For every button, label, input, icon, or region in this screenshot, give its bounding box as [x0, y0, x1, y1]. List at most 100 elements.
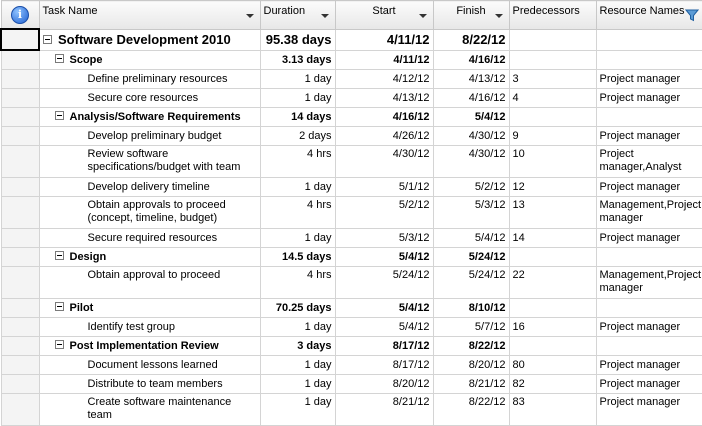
task-name-cell[interactable]: Secure required resources	[38, 227, 261, 248]
finish-cell[interactable]: 5/3/12	[432, 195, 510, 229]
chevron-down-icon[interactable]	[494, 14, 503, 18]
duration-cell[interactable]: 14.5 days	[259, 246, 336, 267]
collapse-toggle-icon[interactable]	[54, 302, 64, 312]
predecessors-cell[interactable]	[508, 106, 597, 127]
collapse-toggle-icon[interactable]	[43, 35, 52, 45]
filter-funnel-icon[interactable]	[684, 8, 699, 22]
start-cell[interactable]: 8/17/12	[334, 354, 434, 375]
task-name-cell[interactable]: Post Implementation Review	[38, 335, 261, 356]
table-row[interactable]: Secure core resources 1 day 4/13/12 4/16…	[0, 87, 702, 108]
start-cell[interactable]: 4/16/12	[334, 106, 434, 127]
row-indicator-cell[interactable]	[0, 106, 40, 127]
finish-cell[interactable]: 8/22/12	[432, 392, 510, 426]
finish-cell[interactable]: 5/24/12	[432, 246, 510, 267]
row-indicator-cell[interactable]	[0, 87, 40, 108]
resource-names-cell[interactable]: Project manager	[595, 227, 702, 248]
predecessors-cell[interactable]: 82	[508, 373, 597, 394]
resource-names-cell[interactable]: Project manager	[595, 354, 702, 375]
duration-cell[interactable]: 3.13 days	[259, 49, 336, 70]
row-indicator-cell[interactable]	[0, 392, 40, 426]
row-indicator-cell[interactable]	[0, 246, 40, 267]
finish-header[interactable]: Finish	[432, 0, 510, 30]
resource-names-cell[interactable]: Project manager	[595, 392, 702, 426]
row-indicator-cell[interactable]	[0, 354, 40, 375]
table-row[interactable]: Post Implementation Review 3 days 8/17/1…	[0, 335, 702, 356]
predecessors-cell[interactable]	[508, 28, 597, 51]
task-name-cell[interactable]: Define preliminary resources	[38, 68, 261, 89]
collapse-toggle-icon[interactable]	[54, 54, 64, 64]
table-row[interactable]: Review software specifications/budget wit…	[0, 144, 702, 178]
finish-cell[interactable]: 4/13/12	[432, 68, 510, 89]
row-indicator-cell[interactable]	[0, 68, 40, 89]
task-name-cell[interactable]: Develop preliminary budget	[38, 125, 261, 146]
predecessors-cell[interactable]: 22	[508, 265, 597, 299]
predecessors-cell[interactable]: 14	[508, 227, 597, 248]
duration-cell[interactable]: 2 days	[259, 125, 336, 146]
predecessors-cell[interactable]: 80	[508, 354, 597, 375]
predecessors-cell[interactable]: 12	[508, 176, 597, 197]
start-cell[interactable]: 5/3/12	[334, 227, 434, 248]
row-indicator-cell[interactable]	[0, 144, 40, 178]
predecessors-cell[interactable]: 9	[508, 125, 597, 146]
duration-cell[interactable]: 1 day	[259, 316, 336, 337]
resource-names-cell[interactable]: Project manager	[595, 125, 702, 146]
duration-cell[interactable]: 4 hrs	[259, 265, 336, 299]
table-row[interactable]: Analysis/Software Requirements 14 days 4…	[0, 106, 702, 127]
predecessors-cell[interactable]: 3	[508, 68, 597, 89]
row-indicator-cell[interactable]	[0, 297, 40, 318]
duration-cell[interactable]: 95.38 days	[259, 28, 336, 51]
row-indicator-cell[interactable]	[0, 28, 40, 51]
table-row[interactable]: Obtain approvals to proceed (concept, tim…	[0, 195, 702, 229]
task-name-cell[interactable]: Pilot	[38, 297, 261, 318]
table-row[interactable]: Obtain approval to proceed 4 hrs 5/24/12…	[0, 265, 702, 299]
finish-cell[interactable]: 4/16/12	[432, 87, 510, 108]
predecessors-cell[interactable]: 13	[508, 195, 597, 229]
table-row[interactable]: Distribute to team members 1 day 8/20/12…	[0, 373, 702, 394]
predecessors-cell[interactable]: 4	[508, 87, 597, 108]
duration-cell[interactable]: 1 day	[259, 227, 336, 248]
duration-cell[interactable]: 1 day	[259, 87, 336, 108]
resource-names-cell[interactable]: Project manager	[595, 373, 702, 394]
row-indicator-cell[interactable]	[0, 176, 40, 197]
finish-cell[interactable]: 8/10/12	[432, 297, 510, 318]
row-indicator-cell[interactable]	[0, 265, 40, 299]
row-indicator-cell[interactable]	[0, 49, 40, 70]
resource-names-cell[interactable]: Management,Project manager	[595, 195, 702, 229]
resource-names-cell[interactable]: Project manager	[595, 316, 702, 337]
duration-cell[interactable]: 1 day	[259, 354, 336, 375]
task-name-cell[interactable]: Obtain approval to proceed	[38, 265, 261, 299]
resource-names-cell[interactable]: Project manager	[595, 176, 702, 197]
resource-names-cell[interactable]	[595, 297, 702, 318]
task-name-cell[interactable]: Distribute to team members	[38, 373, 261, 394]
duration-header[interactable]: Duration	[259, 0, 336, 30]
duration-cell[interactable]: 70.25 days	[259, 297, 336, 318]
table-row[interactable]: Document lessons learned 1 day 8/17/12 8…	[0, 354, 702, 375]
collapse-toggle-icon[interactable]	[54, 111, 64, 121]
resource-names-header[interactable]: Resource Names	[595, 0, 702, 30]
table-row[interactable]: Scope 3.13 days 4/11/12 4/16/12	[0, 49, 702, 70]
finish-cell[interactable]: 8/22/12	[432, 28, 510, 51]
resource-names-cell[interactable]: Project manager	[595, 87, 702, 108]
start-cell[interactable]: 5/4/12	[334, 297, 434, 318]
duration-cell[interactable]: 1 day	[259, 68, 336, 89]
task-name-cell[interactable]: Scope	[38, 49, 261, 70]
duration-cell[interactable]: 1 day	[259, 176, 336, 197]
row-indicator-cell[interactable]	[0, 335, 40, 356]
start-cell[interactable]: 8/21/12	[334, 392, 434, 426]
finish-cell[interactable]: 8/20/12	[432, 354, 510, 375]
chevron-down-icon[interactable]	[418, 14, 427, 18]
start-cell[interactable]: 4/13/12	[334, 87, 434, 108]
table-row[interactable]: Secure required resources 1 day 5/3/12 5…	[0, 227, 702, 248]
start-cell[interactable]: 5/2/12	[334, 195, 434, 229]
row-indicator-cell[interactable]	[0, 125, 40, 146]
row-indicator-cell[interactable]	[0, 316, 40, 337]
task-name-cell[interactable]: Review software specifications/budget wit…	[38, 144, 261, 178]
table-row[interactable]: Identify test group 1 day 5/4/12 5/7/12 …	[0, 316, 702, 337]
task-name-cell[interactable]: Identify test group	[38, 316, 261, 337]
resource-names-cell[interactable]	[595, 335, 702, 356]
start-cell[interactable]: 5/1/12	[334, 176, 434, 197]
table-row[interactable]: Develop preliminary budget 2 days 4/26/1…	[0, 125, 702, 146]
resource-names-cell[interactable]	[595, 49, 702, 70]
duration-cell[interactable]: 4 hrs	[259, 144, 336, 178]
predecessors-cell[interactable]	[508, 335, 597, 356]
